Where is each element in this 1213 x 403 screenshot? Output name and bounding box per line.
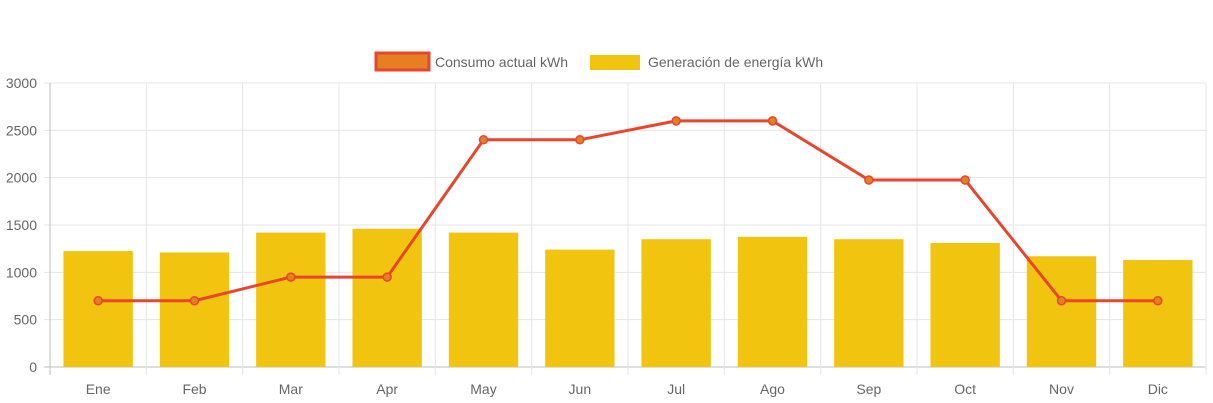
bar-apr bbox=[352, 228, 422, 367]
consumo-point-oct bbox=[960, 175, 970, 185]
bar-oct bbox=[930, 242, 1000, 367]
x-tick-label: Jul bbox=[667, 381, 685, 397]
consumo-point-nov bbox=[1056, 295, 1067, 306]
consumo-point-apr bbox=[382, 272, 392, 282]
x-tick-label: Nov bbox=[1049, 381, 1074, 397]
x-tick-label: Jun bbox=[569, 381, 592, 397]
legend[interactable]: Consumo actual kWh Generación de energía… bbox=[374, 51, 823, 72]
consumo-point-dic bbox=[1153, 295, 1163, 306]
y-tick-label: 0 bbox=[29, 359, 37, 375]
bar-series bbox=[63, 228, 1193, 367]
bar-may bbox=[448, 232, 519, 367]
bar-ene bbox=[63, 251, 133, 367]
y-tick-label: 2000 bbox=[6, 170, 37, 186]
y-axis: 0 500 1000 1500 2000 2500 3000 bbox=[6, 75, 37, 375]
legend-label-generacion: Generación de energía kWh bbox=[648, 54, 823, 70]
x-tick-label: Sep bbox=[856, 381, 881, 397]
x-tick-label: Mar bbox=[279, 381, 303, 397]
consumo-point-jun bbox=[575, 135, 585, 145]
consumo-point-ene bbox=[93, 295, 103, 306]
consumo-point-mar bbox=[286, 272, 296, 282]
legend-label-consumo: Consumo actual kWh bbox=[435, 54, 568, 70]
x-tick-label: Oct bbox=[954, 381, 976, 397]
bar-jul bbox=[641, 239, 711, 367]
legend-item-generacion[interactable]: Generación de energía kWh bbox=[590, 54, 823, 70]
bar-sep bbox=[834, 239, 904, 367]
bar-mar bbox=[256, 232, 326, 367]
consumo-line bbox=[98, 119, 1158, 303]
x-tick-label: May bbox=[470, 381, 496, 397]
legend-swatch-generacion bbox=[590, 55, 640, 70]
bar-dic bbox=[1123, 260, 1193, 367]
legend-swatch-consumo bbox=[374, 51, 431, 72]
x-tick-label: Ene bbox=[86, 381, 111, 397]
y-tick-label: 3000 bbox=[6, 75, 37, 91]
consumo-point-feb bbox=[189, 295, 200, 306]
y-tick-label: 500 bbox=[14, 312, 38, 328]
bar-feb bbox=[159, 252, 230, 367]
y-tick-label: 1000 bbox=[6, 264, 37, 280]
line-series bbox=[93, 116, 1163, 306]
legend-item-consumo[interactable]: Consumo actual kWh bbox=[374, 51, 568, 72]
x-tick-label: Ago bbox=[760, 381, 785, 397]
x-tick-label: Dic bbox=[1148, 381, 1168, 397]
y-tick-label: 2500 bbox=[6, 122, 37, 138]
consumo-point-ago bbox=[767, 116, 778, 126]
x-tick-label: Feb bbox=[182, 381, 206, 397]
consumo-point-sep bbox=[864, 175, 874, 185]
bar-ago bbox=[737, 236, 808, 367]
bar-jun bbox=[545, 249, 615, 367]
bar-nov bbox=[1026, 256, 1097, 367]
x-tick-label: Apr bbox=[376, 381, 398, 397]
consumo-point-jul bbox=[671, 116, 681, 126]
y-tick-label: 1500 bbox=[6, 217, 37, 233]
x-axis: Ene Feb Mar Apr May Jun Jul Ago Sep Oct Nov Dic bbox=[86, 381, 1168, 397]
consumo-point-may bbox=[478, 135, 489, 145]
